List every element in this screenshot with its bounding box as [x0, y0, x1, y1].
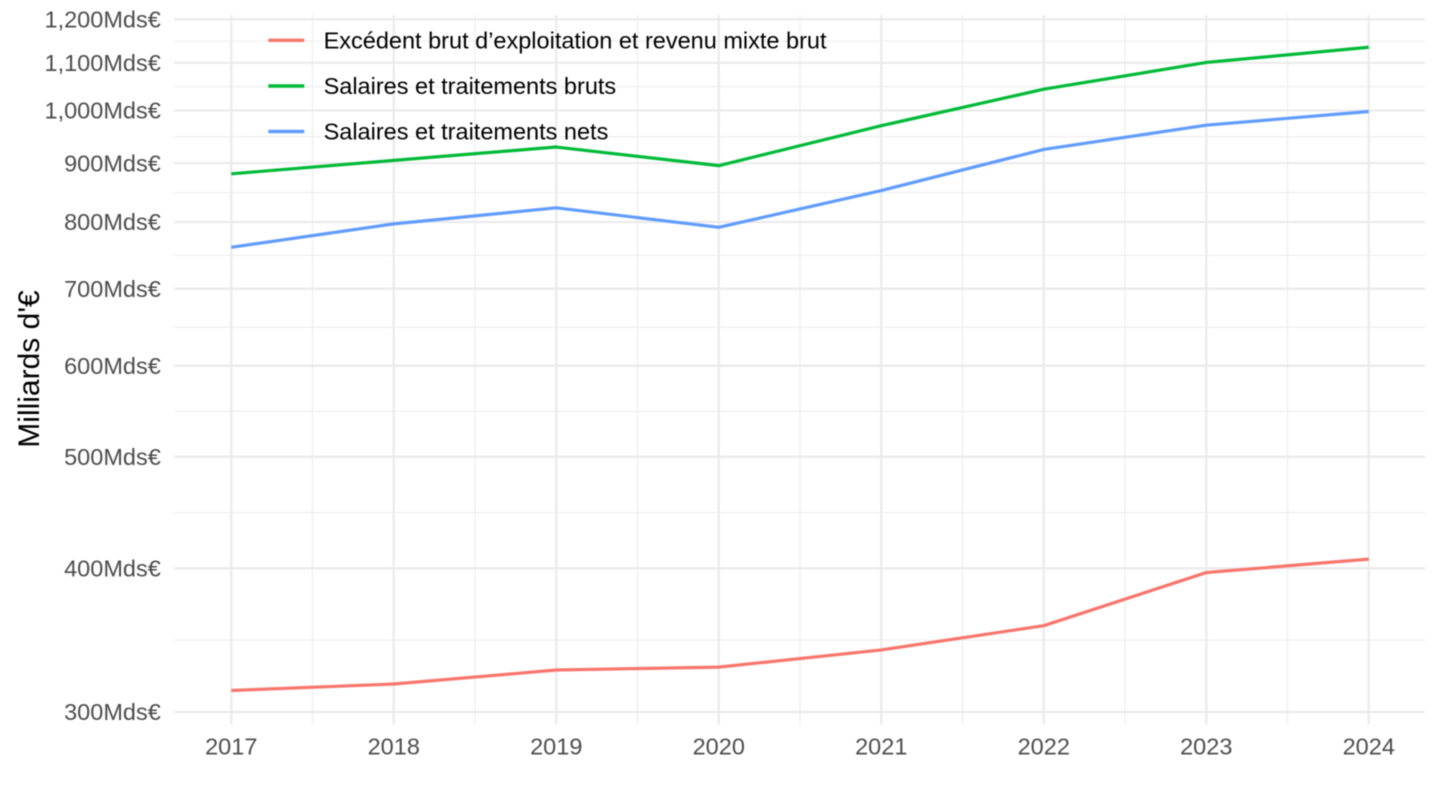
svg-text:2020: 2020	[693, 734, 745, 760]
svg-text:Milliards d'€: Milliards d'€	[13, 290, 46, 448]
svg-text:400Mds€: 400Mds€	[64, 555, 161, 581]
svg-text:900Mds€: 900Mds€	[64, 150, 161, 176]
svg-text:2022: 2022	[1018, 734, 1070, 760]
svg-text:300Mds€: 300Mds€	[64, 699, 161, 725]
svg-text:1,000Mds€: 1,000Mds€	[45, 98, 161, 124]
svg-text:2018: 2018	[368, 734, 420, 760]
svg-text:600Mds€: 600Mds€	[64, 353, 161, 379]
svg-text:700Mds€: 700Mds€	[64, 276, 161, 302]
svg-text:Salaires et traitements bruts: Salaires et traitements bruts	[324, 73, 617, 99]
svg-text:Salaires et traitements nets: Salaires et traitements nets	[324, 119, 609, 145]
svg-text:800Mds€: 800Mds€	[64, 209, 161, 235]
svg-text:2019: 2019	[530, 734, 582, 760]
svg-text:2017: 2017	[205, 734, 257, 760]
svg-text:2023: 2023	[1180, 734, 1232, 760]
svg-text:2021: 2021	[855, 734, 907, 760]
svg-text:Excédent brut d’exploitation e: Excédent brut d’exploitation et revenu m…	[324, 27, 827, 53]
svg-text:500Mds€: 500Mds€	[64, 444, 161, 470]
svg-text:1,100Mds€: 1,100Mds€	[45, 50, 161, 76]
svg-text:1,200Mds€: 1,200Mds€	[45, 7, 161, 33]
svg-text:2024: 2024	[1343, 734, 1395, 760]
